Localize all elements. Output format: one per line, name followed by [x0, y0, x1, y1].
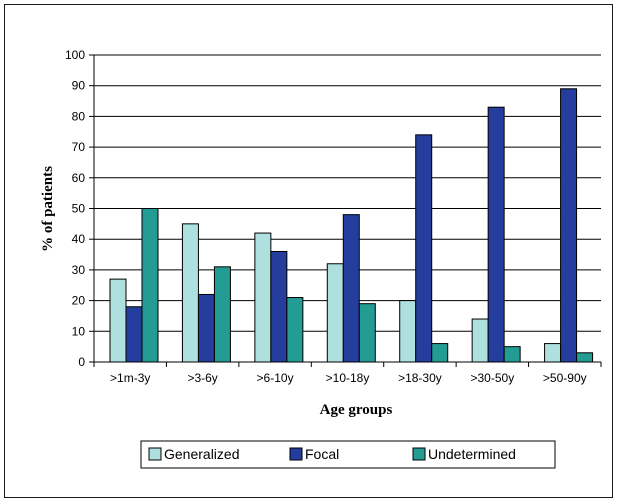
bar-generalized-2: [254, 232, 272, 363]
bar-undetermined-6: [576, 352, 594, 363]
gridlines: [94, 54, 601, 332]
bar-generalized-3: [326, 263, 344, 363]
bar-undetermined-5: [503, 346, 521, 363]
legend: Generalized Focal Undetermined: [148, 446, 516, 462]
legend-label-undetermined: Undetermined: [428, 446, 516, 462]
y-tick-label: 50: [72, 202, 86, 216]
legend-label-generalized: Generalized: [164, 446, 240, 462]
legend-swatch-generalized: [148, 447, 162, 461]
bar-focal-6: [560, 88, 578, 363]
x-tick-label: >30-50y: [471, 371, 515, 385]
bar-generalized-5: [471, 318, 489, 363]
bar-generalized-6: [544, 343, 562, 363]
x-axis-title: Age groups: [320, 402, 393, 418]
x-tick-label: >3-6y: [187, 371, 217, 385]
bar-focal-4: [415, 134, 433, 363]
x-tick-label: >18-30y: [398, 371, 442, 385]
x-tick-label: >50-90y: [543, 371, 587, 385]
bar-undetermined-0: [141, 208, 159, 363]
y-tick-label: 60: [72, 171, 86, 185]
bar-marks: [109, 88, 594, 363]
bar-focal-2: [270, 250, 288, 363]
x-tick-label: >1m-3y: [110, 371, 150, 385]
bar-generalized-0: [109, 278, 127, 363]
bar-focal-1: [197, 293, 215, 363]
y-axis-title: % of patients: [40, 166, 56, 252]
bar-focal-3: [342, 214, 360, 363]
x-tick-label: >10-18y: [326, 371, 370, 385]
y-tick-label: 90: [72, 79, 86, 93]
bar-focal-0: [125, 306, 143, 363]
bar-undetermined-3: [358, 303, 376, 363]
y-tick-label: 70: [72, 140, 86, 154]
x-tick-label: >6-10y: [257, 371, 294, 385]
chart-frame: [4, 4, 613, 498]
bar-undetermined-1: [213, 266, 231, 363]
y-tick-label: 0: [78, 355, 85, 369]
y-tick-label: 30: [72, 263, 86, 277]
y-tick-labels: 0 10 20 30 40 50 60 70 80 90 100: [65, 48, 85, 369]
y-tick-label: 100: [65, 48, 85, 62]
legend-label-focal: Focal: [305, 446, 339, 462]
legend-swatch-focal: [289, 447, 303, 461]
bar-focal-5: [487, 106, 505, 363]
bar-undetermined-2: [286, 297, 304, 363]
bar-undetermined-4: [431, 343, 449, 363]
y-tick-label: 40: [72, 232, 86, 246]
legend-swatch-undetermined: [412, 447, 426, 461]
bar-generalized-4: [399, 300, 417, 363]
y-tick-label: 20: [72, 294, 86, 308]
x-tick-labels: >1m-3y >3-6y >6-10y >10-18y >18-30y >30-50y >5…: [110, 371, 587, 385]
legend-box: [140, 440, 556, 469]
y-tick-label: 10: [72, 324, 86, 338]
y-tick-label: 80: [72, 109, 86, 123]
bar-generalized-1: [181, 223, 199, 363]
axes: [89, 54, 602, 367]
